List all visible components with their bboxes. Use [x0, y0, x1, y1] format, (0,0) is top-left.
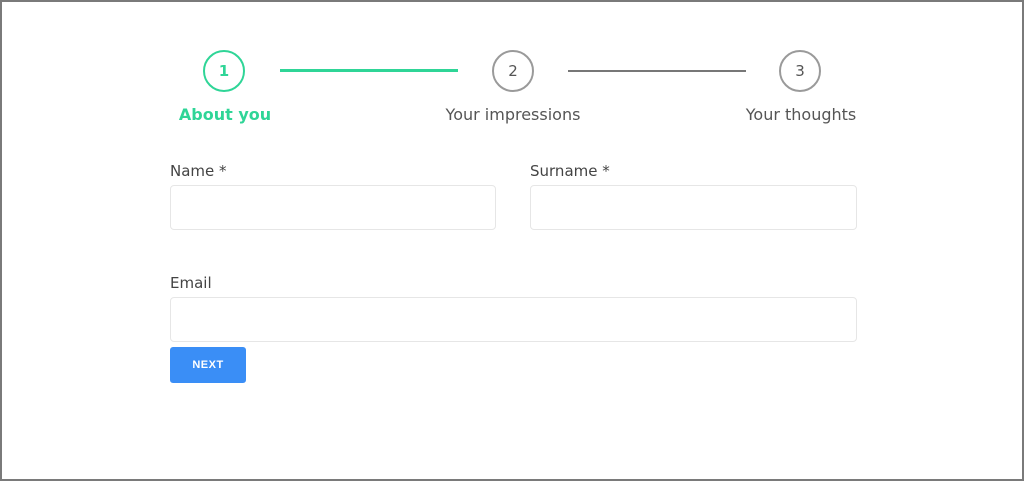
step-3-label: Your thoughts [745, 105, 857, 124]
step-2-circle[interactable]: 2 [492, 50, 534, 92]
step-connector-1 [280, 69, 458, 72]
step-3-circle[interactable]: 3 [779, 50, 821, 92]
surname-input[interactable] [530, 185, 857, 230]
step-1-circle[interactable]: 1 [203, 50, 245, 92]
step-connector-2 [568, 70, 746, 72]
surname-label: Surname * [530, 162, 610, 180]
email-label: Email [170, 274, 212, 292]
name-label: Name * [170, 162, 227, 180]
next-button[interactable]: NEXT [170, 347, 246, 383]
step-2-label: Your impressions [445, 105, 581, 124]
email-input[interactable] [170, 297, 857, 342]
name-input[interactable] [170, 185, 496, 230]
step-1-label: About you [178, 105, 272, 124]
